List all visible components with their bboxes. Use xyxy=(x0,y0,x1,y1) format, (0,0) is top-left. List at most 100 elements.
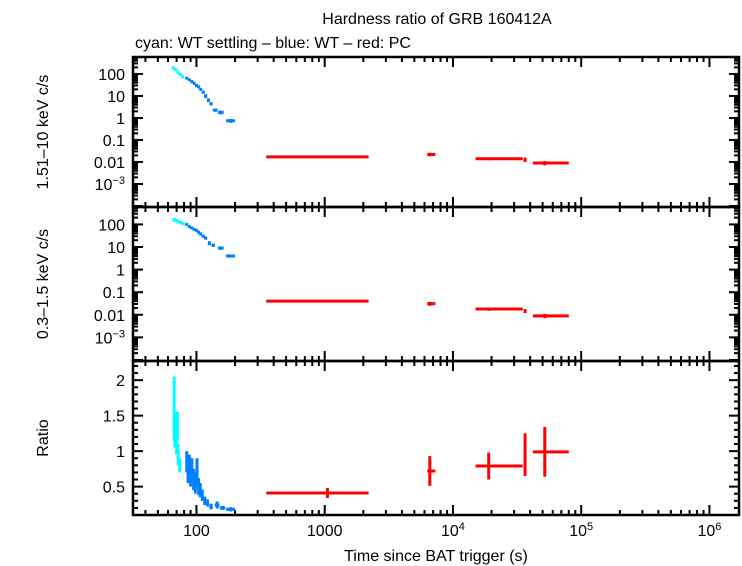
panel-frame xyxy=(131,205,741,363)
data-point xyxy=(211,243,215,248)
data-point xyxy=(190,226,194,230)
data-point xyxy=(475,452,523,480)
data-point xyxy=(199,232,203,236)
data-point xyxy=(207,241,211,246)
data-point xyxy=(171,66,175,70)
y-tick-label: 0.01 xyxy=(94,308,125,325)
series-pc xyxy=(266,427,569,498)
data-point xyxy=(427,456,436,486)
chart-subtitle: cyan: WT settling – blue: WT – red: PC xyxy=(135,35,411,52)
y-tick-label: 0.1 xyxy=(103,133,125,150)
data-point xyxy=(475,157,523,161)
data-point xyxy=(206,98,210,103)
x-tick-label: 106 xyxy=(697,521,721,540)
data-point xyxy=(172,218,176,222)
series-wt-settling xyxy=(172,376,182,473)
x-tick-label: 104 xyxy=(441,521,465,540)
series-pc xyxy=(266,299,569,319)
y-axis-label: 0.3–1.5 keV c/s xyxy=(35,229,52,339)
data-point xyxy=(187,78,191,82)
data-point xyxy=(523,309,527,313)
y-tick-label: 0.1 xyxy=(103,285,125,302)
data-point xyxy=(214,501,220,509)
data-point xyxy=(197,85,201,89)
data-point xyxy=(178,72,182,77)
series-wt-settling xyxy=(171,66,185,79)
data-point xyxy=(226,118,236,123)
data-point xyxy=(197,230,201,234)
y-tick-label: 10 xyxy=(107,89,125,106)
data-point xyxy=(176,70,180,74)
y-tick-label: 10 xyxy=(107,240,125,257)
data-point xyxy=(532,427,569,477)
data-point xyxy=(185,76,189,80)
data-layer xyxy=(172,218,569,319)
chart-title: Hardness ratio of GRB 160412A xyxy=(322,11,552,28)
data-point xyxy=(209,102,213,106)
plot-area: 100 10 1 0.1 0.01 10−3 1.51–10 keV c/s 100 10 1 0.… xyxy=(35,55,741,540)
data-point xyxy=(175,218,179,223)
data-point xyxy=(532,161,569,166)
y-tick-label: 100 xyxy=(98,217,125,234)
data-point xyxy=(475,307,523,311)
data-point xyxy=(200,489,204,501)
y-tick-label: 1 xyxy=(116,111,125,128)
data-point xyxy=(523,157,527,162)
data-point xyxy=(192,227,196,232)
y-tick-label: 100 xyxy=(98,67,125,84)
data-layer xyxy=(172,376,569,512)
data-point xyxy=(185,222,189,227)
data-point xyxy=(217,110,224,115)
y-tick-label: 0.01 xyxy=(94,155,125,172)
data-point xyxy=(190,80,194,84)
y-tick-label: 1 xyxy=(116,263,125,280)
data-point xyxy=(427,152,436,157)
data-point xyxy=(187,225,191,229)
data-point xyxy=(198,483,202,498)
data-point xyxy=(204,236,208,240)
data-point xyxy=(175,412,179,441)
data-point xyxy=(226,254,236,258)
data-point xyxy=(523,433,527,476)
data-point xyxy=(226,507,236,512)
data-point xyxy=(206,499,210,507)
panel-ratio: 2 1.5 1 0.5 Ratio xyxy=(35,359,741,517)
y-axis-label: Ratio xyxy=(35,419,52,456)
data-point xyxy=(192,81,196,85)
panel-frame xyxy=(131,55,741,209)
data-point xyxy=(181,221,185,225)
x-tick-label: 100 xyxy=(183,523,210,540)
data-point xyxy=(195,458,199,487)
data-point xyxy=(199,87,203,91)
data-point xyxy=(176,444,180,466)
y-tick-label: 1.5 xyxy=(103,409,125,426)
data-point xyxy=(177,220,181,224)
data-point xyxy=(212,108,218,112)
data-point xyxy=(203,496,207,506)
y-axis-label: 1.51–10 keV c/s xyxy=(35,75,52,190)
data-layer xyxy=(171,66,569,166)
data-point xyxy=(209,503,213,510)
series-wt xyxy=(185,222,236,258)
x-tick-label: 105 xyxy=(569,521,593,540)
x-tick-label: 1000 xyxy=(307,523,343,540)
data-point xyxy=(181,75,185,79)
series-wt-settling xyxy=(172,218,185,225)
series-wt xyxy=(185,451,236,512)
data-point xyxy=(201,234,205,239)
data-point xyxy=(194,228,198,232)
data-point xyxy=(204,94,208,99)
panel-soft: 100 10 1 0.1 0.01 10−3 0.3–1.5 keV c/s xyxy=(35,205,741,363)
data-point xyxy=(178,458,182,473)
x-axis-label: Time since BAT trigger (s) xyxy=(344,548,528,565)
data-point xyxy=(266,299,369,303)
data-point xyxy=(266,155,369,159)
data-point xyxy=(532,313,569,319)
y-tick-label: 2 xyxy=(116,373,125,390)
x-tick-labels: 100 1000 104 105 106 xyxy=(183,521,721,540)
series-pc xyxy=(266,152,569,166)
y-tick-label: 0.5 xyxy=(103,480,125,497)
data-point xyxy=(427,301,436,306)
data-point xyxy=(179,221,183,225)
